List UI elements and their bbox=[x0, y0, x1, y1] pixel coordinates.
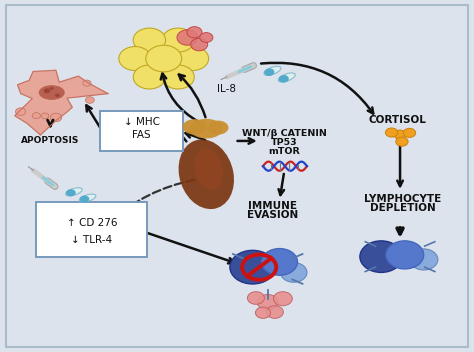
Ellipse shape bbox=[79, 194, 96, 202]
FancyBboxPatch shape bbox=[100, 111, 182, 151]
Ellipse shape bbox=[80, 196, 89, 202]
Circle shape bbox=[200, 33, 213, 43]
Circle shape bbox=[385, 128, 398, 137]
Circle shape bbox=[176, 46, 209, 70]
Circle shape bbox=[44, 88, 50, 93]
Circle shape bbox=[162, 65, 194, 89]
Ellipse shape bbox=[39, 85, 65, 100]
Ellipse shape bbox=[279, 75, 288, 82]
Text: CORTISOL: CORTISOL bbox=[369, 115, 427, 125]
Ellipse shape bbox=[179, 139, 234, 209]
Ellipse shape bbox=[190, 119, 223, 138]
Circle shape bbox=[133, 28, 165, 52]
Circle shape bbox=[410, 249, 438, 270]
Circle shape bbox=[257, 295, 278, 310]
Ellipse shape bbox=[264, 69, 274, 76]
Text: IMMUNE: IMMUNE bbox=[248, 201, 297, 211]
Ellipse shape bbox=[278, 73, 295, 82]
Text: ↑ CD 276: ↑ CD 276 bbox=[67, 218, 117, 228]
Text: TP53: TP53 bbox=[271, 138, 298, 147]
Circle shape bbox=[119, 46, 151, 70]
Text: mTOR: mTOR bbox=[268, 147, 300, 156]
Circle shape bbox=[403, 128, 416, 137]
Circle shape bbox=[50, 113, 62, 122]
Circle shape bbox=[83, 80, 91, 86]
Text: LYMPHOCYTE: LYMPHOCYTE bbox=[364, 194, 441, 204]
Circle shape bbox=[262, 249, 298, 275]
Ellipse shape bbox=[66, 188, 82, 196]
Circle shape bbox=[230, 250, 275, 284]
Circle shape bbox=[146, 45, 182, 72]
Circle shape bbox=[85, 97, 94, 103]
Text: ↓ TLR-4: ↓ TLR-4 bbox=[72, 235, 112, 245]
Circle shape bbox=[273, 292, 292, 306]
Text: ↓ MHC
FAS: ↓ MHC FAS bbox=[124, 117, 160, 140]
Circle shape bbox=[266, 306, 283, 318]
Circle shape bbox=[396, 137, 408, 146]
Circle shape bbox=[41, 113, 49, 119]
Ellipse shape bbox=[264, 66, 281, 75]
Circle shape bbox=[16, 108, 26, 115]
Circle shape bbox=[177, 30, 198, 45]
Circle shape bbox=[281, 263, 307, 282]
Text: DEPLETION: DEPLETION bbox=[370, 202, 435, 213]
Circle shape bbox=[162, 28, 194, 52]
Ellipse shape bbox=[182, 119, 206, 134]
Circle shape bbox=[55, 94, 60, 97]
Circle shape bbox=[247, 292, 264, 304]
Text: EVASION: EVASION bbox=[247, 209, 298, 220]
Polygon shape bbox=[15, 70, 108, 135]
Circle shape bbox=[191, 38, 208, 51]
Ellipse shape bbox=[66, 190, 75, 196]
Ellipse shape bbox=[208, 121, 228, 134]
Text: IL-8: IL-8 bbox=[217, 84, 236, 94]
Circle shape bbox=[187, 27, 202, 38]
Circle shape bbox=[133, 65, 165, 89]
Circle shape bbox=[32, 113, 40, 119]
Circle shape bbox=[255, 307, 271, 318]
Text: APOPTOSIS: APOPTOSIS bbox=[21, 136, 80, 145]
Text: WNT/β CATENIN: WNT/β CATENIN bbox=[242, 130, 327, 138]
FancyBboxPatch shape bbox=[36, 202, 147, 257]
Circle shape bbox=[386, 241, 424, 269]
Circle shape bbox=[50, 87, 54, 90]
Circle shape bbox=[394, 130, 406, 139]
Ellipse shape bbox=[194, 148, 223, 190]
Circle shape bbox=[360, 241, 402, 272]
